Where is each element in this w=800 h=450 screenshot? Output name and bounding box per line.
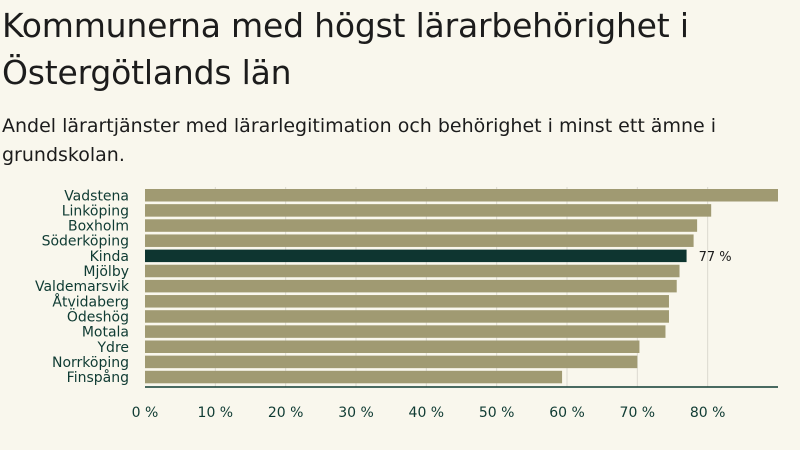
x-tick-label: 40 %	[409, 405, 445, 421]
x-axis: 0 % 10 % 20 % 30 % 40 % 50 % 60 % 70 % 80 %	[132, 386, 778, 421]
bar-boxholm	[145, 219, 698, 232]
bar-odeshog	[145, 310, 669, 323]
category-label-norrkoping: Norrköping	[52, 355, 129, 371]
chart-subtitle: Andel lärartjänster med lärarlegitimatio…	[2, 115, 717, 166]
category-label-soderkoping: Söderköping	[42, 234, 129, 250]
bars	[145, 189, 778, 384]
x-tick-label: 50 %	[479, 405, 515, 421]
category-label-motala: Motala	[82, 325, 129, 341]
category-labels: VadstenaLinköpingBoxholmSöderköpingKinda…	[35, 188, 130, 386]
bar-atvidaberg	[145, 295, 669, 308]
bar-ydre	[145, 340, 640, 353]
bar-kinda	[145, 249, 687, 263]
bar-finspang	[145, 370, 563, 384]
bar-valdemarsvik	[145, 279, 677, 293]
bar-linkoping	[145, 204, 712, 217]
x-tick-label: 10 %	[198, 405, 234, 421]
category-label-ydre: Ydre	[97, 340, 130, 356]
category-label-atvidaberg: Åtvidaberg	[52, 293, 129, 310]
bar-vadstena	[145, 189, 778, 202]
data-label-kinda: 77 %	[699, 250, 732, 265]
category-label-mjolby: Mjölby	[83, 264, 129, 280]
category-label-boxholm: Boxholm	[68, 219, 129, 235]
x-tick-label: 60 %	[549, 405, 585, 421]
bar-mjolby	[145, 264, 680, 278]
category-label-vadstena: Vadstena	[64, 188, 129, 204]
category-label-odeshog: Ödeshög	[67, 307, 129, 325]
category-label-kinda: Kinda	[90, 249, 129, 265]
x-tick-label: 70 %	[620, 405, 656, 421]
x-tick-label: 80 %	[690, 405, 726, 421]
bar-norrkoping	[145, 355, 638, 369]
x-tick-label: 0 %	[132, 405, 159, 421]
category-label-linkoping: Linköping	[62, 203, 129, 219]
x-tick-label: 20 %	[268, 405, 304, 421]
category-label-finspang: Finspång	[67, 369, 129, 386]
bar-soderkoping	[145, 234, 694, 247]
bar-motala	[145, 325, 666, 338]
x-tick-label: 30 %	[338, 405, 374, 421]
category-label-valdemarsvik: Valdemarsvik	[35, 279, 130, 295]
chart-title: Kommunerna med högst lärarbehörighet i Ö…	[2, 6, 689, 92]
data-labels: 77 %	[699, 250, 732, 265]
